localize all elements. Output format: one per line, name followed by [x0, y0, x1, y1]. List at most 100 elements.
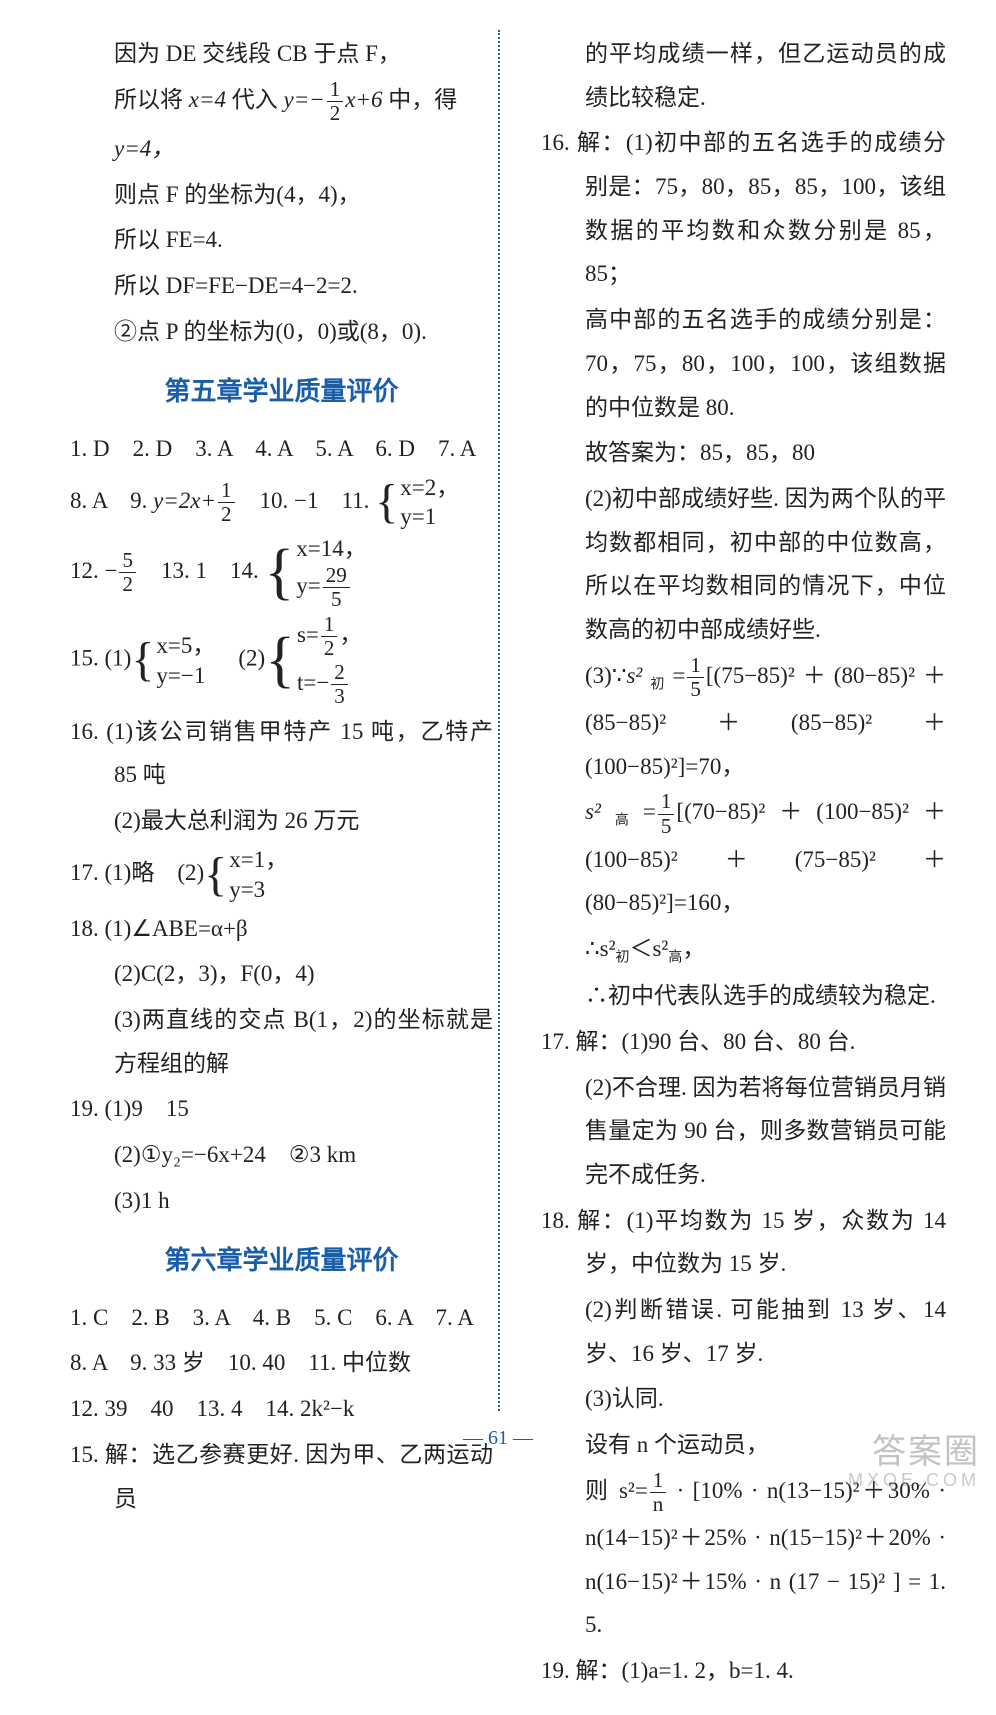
- text-line: 所以 FE=4.: [70, 218, 493, 262]
- denominator: n: [650, 1492, 667, 1516]
- numerator: 1: [650, 1469, 667, 1492]
- text-line: s²高=15[(70−85)²＋(100−85)²＋(100−85)²＋(75−…: [541, 790, 946, 925]
- fraction: 12: [218, 479, 235, 526]
- sys-row: x=5，: [156, 631, 215, 661]
- text-line: (3)认同.: [541, 1377, 946, 1421]
- answer-row: 8. A 9. y=2x+12 10. −1 11. {x=2，y=1: [70, 473, 493, 533]
- text: t=−: [297, 669, 329, 694]
- text-line: 17. 解：(1)90 台、80 台、80 台.: [541, 1020, 946, 1064]
- text: y=: [296, 573, 320, 598]
- text-line: 因为 DE 交线段 CB 于点 F，: [70, 32, 493, 76]
- numerator: 5: [119, 549, 136, 572]
- text: 则 s²=: [585, 1478, 648, 1503]
- fraction: 12: [321, 613, 338, 660]
- page: 因为 DE 交线段 CB 于点 F， 所以将 x=4 代入 y=−12x+6 中…: [0, 0, 996, 1715]
- numerator: 1: [218, 479, 235, 502]
- text: 10. −1 11.: [237, 488, 376, 513]
- denominator: 5: [687, 677, 704, 701]
- text: (2): [215, 646, 265, 671]
- text: 中，得: [382, 87, 457, 112]
- text: 13. 1 14.: [138, 558, 265, 583]
- text: ＜s²: [629, 936, 668, 961]
- text-line: 所以 DF=FE−DE=4−2=2.: [70, 264, 493, 308]
- answer-row: 18. (1)∠ABE=α+β: [70, 907, 493, 951]
- denominator: 2: [321, 636, 338, 660]
- sys-row: s=12，: [297, 613, 362, 660]
- sys-row: y=−1: [156, 661, 215, 691]
- subscript: 初: [642, 677, 672, 692]
- text-line: (2)判断错误. 可能抽到 13 岁、14 岁、16 岁、17 岁.: [541, 1288, 946, 1375]
- fraction: 15: [687, 654, 704, 701]
- denominator: 2: [327, 101, 344, 125]
- text-line: ∴初中代表队选手的成绩较为稳定.: [541, 974, 946, 1018]
- fraction: 295: [323, 564, 350, 611]
- subscript: 高: [668, 951, 682, 966]
- sys-row: t=−23: [297, 661, 362, 708]
- text: 代入: [226, 87, 284, 112]
- text-line: 则点 F 的坐标为(4，4)，: [70, 173, 493, 217]
- text: 12. −: [70, 558, 117, 583]
- text-line: (2)不合理. 因为若将每位营销员月销售量定为 90 台，则多数营销员可能完不成…: [541, 1066, 946, 1197]
- sys-row: x=14，: [296, 534, 366, 564]
- answer-row: (2)①y₂=−6x+24 ②3 km: [70, 1133, 493, 1177]
- answer-row: (3)两直线的交点 B(1，2)的坐标就是方程组的解: [70, 998, 493, 1085]
- numerator: 1: [327, 78, 344, 101]
- text: =: [672, 663, 685, 688]
- text: s=: [297, 622, 319, 647]
- text-line: ∴s²初＜s²高，: [541, 927, 946, 972]
- fraction: 15: [658, 790, 675, 837]
- equation-system: {x=1，y=3: [204, 845, 288, 905]
- text-line: 所以将 x=4 代入 y=−12x+6 中，得: [70, 78, 493, 125]
- fraction: 23: [331, 661, 348, 708]
- equation-system: {x=5，y=−1: [131, 631, 215, 691]
- brace-icon: {: [375, 483, 398, 521]
- text-line: 16. 解：(1)初中部的五名选手的成绩分别是：75，80，85，85，100，…: [541, 121, 946, 296]
- math: y=4，: [114, 136, 174, 161]
- sys-row: x=2，: [400, 473, 459, 503]
- text-line: 18. 解：(1)平均数为 15 岁，众数为 14 岁，中位数为 15 岁.: [541, 1199, 946, 1286]
- answer-row: 15. (1){x=5，y=−1 (2){s=12，t=−23: [70, 613, 493, 707]
- answer-row: 1. C 2. B 3. A 4. B 5. C 6. A 7. A: [70, 1296, 493, 1340]
- equation-system: {x=2，y=1: [375, 473, 459, 533]
- denominator: 5: [323, 587, 350, 611]
- math: x=4: [189, 87, 226, 112]
- brace-icon: {: [264, 548, 294, 598]
- text: (3)∵: [585, 663, 626, 688]
- denominator: 3: [331, 684, 348, 708]
- section-title: 第六章学业质量评价: [70, 1236, 493, 1285]
- equation-system: {x=14，y=295: [264, 534, 366, 611]
- text: ，: [339, 622, 362, 647]
- text-line: 高中部的五名选手的成绩分别是：70，75，80，100，100，该组数据的中位数…: [541, 298, 946, 429]
- math: s²: [585, 799, 601, 824]
- answer-row: 19. (1)9 15: [70, 1087, 493, 1131]
- text-line: (2)初中部成绩好些. 因为两个队的平均数都相同，初中部的中位数高，所以在平均数…: [541, 477, 946, 652]
- math: x+6: [345, 87, 382, 112]
- numerator: 1: [321, 613, 338, 636]
- answer-row: 1. D 2. D 3. A 4. A 5. A 6. D 7. A: [70, 427, 493, 471]
- subscript: 高: [601, 814, 643, 829]
- text-line: 19. 解：(1)a=1. 2，b=1. 4.: [541, 1649, 946, 1693]
- brace-icon: {: [131, 641, 154, 679]
- numerator: 29: [323, 564, 350, 587]
- math: s²: [626, 663, 642, 688]
- text: 8. A 9.: [70, 488, 153, 513]
- numerator: 1: [658, 790, 675, 813]
- brace-icon: {: [204, 856, 227, 894]
- text-line: 则 s²=1n · [10% · n(13−15)²＋30% · n(14−15…: [541, 1469, 946, 1647]
- answer-row: 12. −52 13. 1 14. {x=14，y=295: [70, 534, 493, 611]
- text: ，: [682, 936, 705, 961]
- section-title: 第五章学业质量评价: [70, 367, 493, 416]
- fraction: 52: [119, 549, 136, 596]
- page-number: — 61 —: [0, 1419, 996, 1457]
- text-line: 故答案为：85，85，80: [541, 431, 946, 475]
- denominator: 2: [119, 572, 136, 596]
- sys-row: y=295: [296, 564, 366, 611]
- fraction: 12: [327, 78, 344, 125]
- sys-row: y=1: [400, 502, 459, 532]
- numerator: 1: [687, 654, 704, 677]
- text: 17. (1)略 (2): [70, 860, 204, 885]
- denominator: 5: [658, 814, 675, 838]
- math: y=−: [283, 87, 324, 112]
- text-line: (3)∵s²初=15[(75−85)²＋(80−85)²＋(85−85)²＋(8…: [541, 654, 946, 789]
- text: =: [643, 799, 656, 824]
